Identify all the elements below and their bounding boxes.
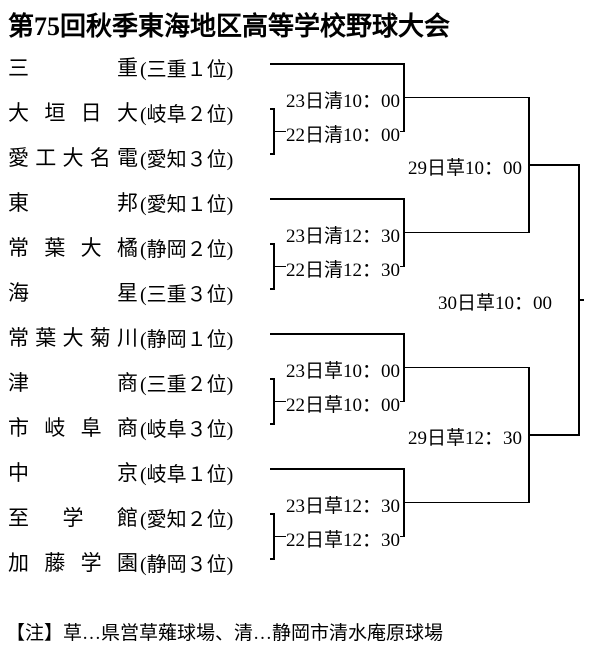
team-row: 海 星(三重３位) [8,276,233,308]
tournament-title: 第75回秋季東海地区高等学校野球大会 [8,6,583,43]
match-r1-c: 22日草10：00 [286,390,400,417]
match-final: 30日草10：00 [438,288,552,315]
team-seed: (愛知２位) [140,503,233,532]
team-name: 大 垣 日 大 [8,97,138,127]
team-row: 愛工大名電(愛知３位) [8,141,233,173]
team-seed: (三重１位) [140,53,233,82]
team-seed: (三重２位) [140,368,233,397]
match-sf-a: 29日草10：00 [408,153,522,180]
team-row: 常 葉 大 橘(静岡２位) [8,231,233,263]
match-r1-d: 22日草12：30 [286,525,400,552]
team-name: 中 京 [8,457,138,487]
team-seed: (愛知１位) [140,188,233,217]
match-sf-b: 29日草12：30 [408,423,522,450]
team-row: 三 重(三重１位) [8,51,233,83]
team-row: 常葉大菊川(静岡１位) [8,321,233,353]
match-r2-c: 23日草10：00 [286,356,400,383]
team-row: 加 藤 学 園(静岡３位) [8,546,233,578]
team-row: 市 岐 阜 商(岐阜３位) [8,411,233,443]
team-name: 市 岐 阜 商 [8,412,138,442]
team-name: 至 学 館 [8,502,138,532]
team-seed: (静岡２位) [140,233,233,262]
team-name: 常葉大菊川 [8,322,138,352]
team-seed: (岐阜３位) [140,413,233,442]
team-row: 中 京(岐阜１位) [8,456,233,488]
team-name: 常 葉 大 橘 [8,232,138,262]
team-name: 海 星 [8,277,138,307]
team-name: 津 商 [8,367,138,397]
match-r1-b: 22日清12：30 [286,255,400,282]
team-seed: (静岡１位) [140,323,233,352]
match-r2-d: 23日草12：30 [286,491,400,518]
team-name: 加 藤 学 園 [8,547,138,577]
team-row: 大 垣 日 大(岐阜２位) [8,96,233,128]
match-r2-a: 23日清10：00 [286,86,400,113]
team-seed: (三重３位) [140,278,233,307]
match-r1-a: 22日清10：00 [286,120,400,147]
footnote: 【注】草…県営草薙球場、清…静岡市清水庵原球場 [6,618,443,645]
team-row: 至 学 館(愛知２位) [8,501,233,533]
team-name: 三 重 [8,52,138,82]
team-seed: (静岡３位) [140,548,233,577]
bracket: 三 重(三重１位)大 垣 日 大(岐阜２位)愛工大名電(愛知３位)東 邦(愛知１… [8,53,583,613]
team-seed: (愛知３位) [140,143,233,172]
team-row: 津 商(三重２位) [8,366,233,398]
match-r2-b: 23日清12：30 [286,221,400,248]
team-seed: (岐阜２位) [140,98,233,127]
team-name: 愛工大名電 [8,142,138,172]
team-name: 東 邦 [8,187,138,217]
team-seed: (岐阜１位) [140,458,233,487]
team-row: 東 邦(愛知１位) [8,186,233,218]
